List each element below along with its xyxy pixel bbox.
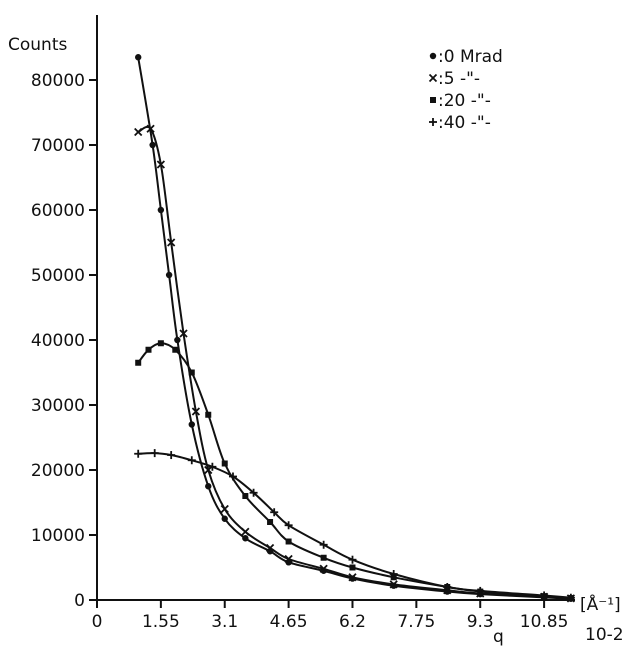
y-tick-label: 80000 — [31, 71, 85, 91]
x-tick-label: 4.65 — [270, 612, 308, 632]
x-axis-multiplier: 10-2 — [585, 625, 624, 645]
series-2-point — [204, 465, 213, 475]
legend-marker-3 — [430, 97, 436, 103]
series-4-point — [389, 570, 398, 578]
series-4-point — [167, 451, 176, 460]
series-2-point — [389, 580, 398, 589]
series-1-point — [174, 336, 181, 344]
series-3-point — [242, 493, 249, 499]
series-1-point — [157, 206, 165, 214]
series-3-point — [205, 411, 212, 418]
y-ticks: 0 10000 20000 30000 40000 50000 60000 70000 8000… — [31, 71, 97, 611]
x-ticks: 0 1.55 3.1 4.65 6.2 7.75 9.3 10.85 — [92, 600, 569, 632]
series-3-point — [188, 369, 195, 376]
series-2-point — [146, 124, 155, 133]
series-2-point — [348, 573, 357, 582]
y-axis-title: Counts — [8, 35, 67, 55]
series-line-2 — [137, 125, 571, 600]
series-3-point — [172, 346, 179, 353]
series-4-point — [540, 591, 549, 600]
series-4-point — [150, 449, 159, 458]
y-tick-label: 60000 — [31, 201, 85, 221]
series-line-1 — [137, 57, 571, 600]
series-3-point — [285, 538, 292, 545]
legend-marker-4 — [429, 118, 437, 126]
legend: :0 Mrad:5 -"-:20 -"-:40 -"- — [428, 47, 503, 133]
x-tick-label: 7.75 — [397, 612, 435, 632]
series-4-point — [249, 488, 258, 497]
series-4-point — [443, 583, 452, 591]
series-2-point — [179, 329, 188, 338]
series-2-point — [167, 238, 176, 247]
series-4-point — [566, 593, 575, 602]
series-1-point — [221, 515, 228, 522]
y-tick-label: 30000 — [31, 396, 85, 416]
y-tick-label: 20000 — [31, 461, 85, 481]
y-tick-label: 50000 — [31, 266, 85, 286]
series-2-point — [191, 407, 201, 416]
series-3-point — [267, 519, 274, 525]
series-3-point — [221, 460, 228, 467]
series-2-point — [319, 564, 328, 573]
x-tick-label: 9.3 — [467, 612, 494, 632]
series-3-point — [349, 564, 356, 571]
series-4-point — [270, 508, 279, 517]
x-tick-label: 6.2 — [339, 612, 366, 632]
series-1-point — [390, 582, 397, 589]
legend-label-2: :5 -"- — [438, 69, 480, 89]
series-3-point — [135, 359, 142, 366]
x-axis-title: q — [493, 627, 504, 647]
y-tick-label: 70000 — [31, 136, 85, 156]
legend-label-4: :40 -"- — [438, 113, 491, 133]
series-2-point — [156, 160, 166, 169]
series-1-point — [349, 575, 356, 582]
series-4-point — [134, 449, 143, 458]
series-3-point — [157, 340, 164, 347]
series-4-point — [348, 555, 357, 564]
series-3-point — [145, 346, 152, 353]
legend-label-1: :0 Mrad — [438, 47, 503, 67]
y-tick-label: 40000 — [31, 331, 85, 351]
x-tick-label: 1.55 — [142, 612, 180, 632]
x-axis-unit: [Å⁻¹] — [580, 593, 621, 615]
series-1-point — [135, 54, 142, 61]
series-line-4 — [138, 452, 571, 599]
plot-area: 0 10000 20000 30000 40000 50000 60000 70000 8000… — [31, 15, 576, 632]
series-2-point — [284, 554, 293, 564]
series-2-point — [220, 504, 229, 514]
series-4-point — [187, 456, 196, 465]
series-2-point — [134, 127, 143, 137]
series-1-point — [188, 421, 195, 428]
series-4-point — [284, 521, 293, 530]
y-tick-label: 0 — [74, 591, 85, 611]
series-1-point — [205, 483, 212, 490]
legend-marker-1 — [429, 52, 437, 60]
x-tick-label: 10.85 — [520, 612, 569, 632]
series-4-point — [208, 462, 217, 471]
series-1-point — [149, 141, 156, 149]
x-tick-label: 3.1 — [211, 612, 238, 632]
series-1-point — [242, 535, 249, 542]
series-lines — [137, 57, 571, 600]
legend-marker-2 — [428, 73, 438, 83]
series-4-point — [476, 586, 485, 595]
series-3-point — [320, 554, 327, 561]
series-2-point — [265, 543, 275, 553]
series-4-point — [228, 472, 237, 481]
series-4-point — [319, 540, 328, 549]
series-1-point — [165, 271, 173, 279]
x-tick-label: 0 — [92, 612, 103, 632]
series-2-point — [241, 527, 250, 536]
legend-label-3: :20 -"- — [438, 91, 491, 111]
y-tick-label: 10000 — [31, 526, 85, 546]
series-markers — [134, 54, 576, 603]
